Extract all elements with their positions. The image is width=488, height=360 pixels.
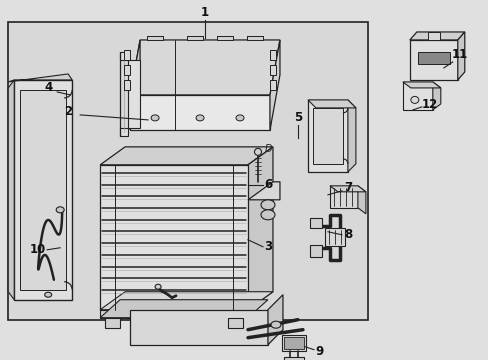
Polygon shape xyxy=(8,80,14,300)
Text: 2: 2 xyxy=(64,105,72,118)
Polygon shape xyxy=(269,50,275,60)
Text: 5: 5 xyxy=(293,111,302,125)
Text: 6: 6 xyxy=(264,178,271,191)
Ellipse shape xyxy=(44,292,52,297)
Polygon shape xyxy=(282,335,305,351)
Polygon shape xyxy=(147,36,163,40)
Polygon shape xyxy=(130,40,280,95)
Text: D: D xyxy=(264,144,272,154)
Polygon shape xyxy=(130,95,269,130)
Polygon shape xyxy=(100,310,247,318)
Polygon shape xyxy=(120,52,128,60)
Text: 7: 7 xyxy=(343,181,351,194)
Ellipse shape xyxy=(155,284,161,289)
Polygon shape xyxy=(409,32,464,40)
Text: 11: 11 xyxy=(451,49,467,62)
Polygon shape xyxy=(347,100,355,172)
Polygon shape xyxy=(100,292,272,310)
Polygon shape xyxy=(427,32,439,40)
Polygon shape xyxy=(269,40,280,130)
Ellipse shape xyxy=(270,321,281,328)
Polygon shape xyxy=(130,310,267,345)
Polygon shape xyxy=(312,108,342,164)
Text: 12: 12 xyxy=(421,98,437,111)
Polygon shape xyxy=(100,300,267,318)
Polygon shape xyxy=(269,80,275,90)
Polygon shape xyxy=(100,147,272,165)
Polygon shape xyxy=(120,128,128,136)
Polygon shape xyxy=(457,32,464,80)
Polygon shape xyxy=(307,100,347,172)
Ellipse shape xyxy=(56,207,64,213)
Polygon shape xyxy=(14,80,72,300)
Polygon shape xyxy=(128,60,140,128)
Polygon shape xyxy=(409,40,457,80)
Polygon shape xyxy=(217,36,233,40)
Polygon shape xyxy=(309,218,321,228)
Polygon shape xyxy=(130,40,140,130)
Ellipse shape xyxy=(151,115,159,121)
Polygon shape xyxy=(284,357,304,360)
Polygon shape xyxy=(267,295,283,345)
Ellipse shape xyxy=(410,96,418,103)
Polygon shape xyxy=(402,82,432,110)
Ellipse shape xyxy=(254,148,261,156)
Polygon shape xyxy=(8,74,72,82)
Polygon shape xyxy=(284,337,304,349)
Polygon shape xyxy=(105,318,120,328)
Polygon shape xyxy=(124,80,130,90)
Text: 8: 8 xyxy=(343,228,351,241)
Polygon shape xyxy=(269,65,275,75)
Polygon shape xyxy=(402,82,440,88)
Text: 1: 1 xyxy=(201,6,209,19)
Polygon shape xyxy=(247,182,280,200)
Ellipse shape xyxy=(236,115,244,121)
Polygon shape xyxy=(357,186,365,214)
Text: 4: 4 xyxy=(44,81,52,94)
Polygon shape xyxy=(124,50,130,60)
Polygon shape xyxy=(307,100,355,108)
FancyBboxPatch shape xyxy=(8,22,367,320)
Polygon shape xyxy=(227,318,243,328)
Polygon shape xyxy=(329,186,365,192)
Text: 10: 10 xyxy=(30,243,46,256)
Polygon shape xyxy=(246,36,263,40)
Ellipse shape xyxy=(261,210,274,220)
Polygon shape xyxy=(124,65,130,75)
Polygon shape xyxy=(100,165,247,310)
Polygon shape xyxy=(324,228,344,246)
Polygon shape xyxy=(20,90,66,290)
Text: 3: 3 xyxy=(264,240,271,253)
Ellipse shape xyxy=(196,115,203,121)
Polygon shape xyxy=(187,36,203,40)
Polygon shape xyxy=(329,186,357,208)
Polygon shape xyxy=(417,52,449,64)
Text: 9: 9 xyxy=(315,345,324,358)
Ellipse shape xyxy=(261,200,274,210)
Polygon shape xyxy=(432,82,440,110)
Polygon shape xyxy=(309,245,321,257)
Polygon shape xyxy=(247,147,272,310)
